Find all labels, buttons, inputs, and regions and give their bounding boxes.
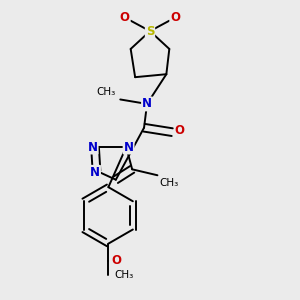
Text: O: O	[120, 11, 130, 24]
Text: N: N	[90, 166, 100, 179]
Text: CH₃: CH₃	[114, 270, 134, 280]
Text: CH₃: CH₃	[97, 87, 116, 97]
Text: N: N	[88, 140, 98, 154]
Text: CH₃: CH₃	[159, 178, 178, 188]
Text: S: S	[146, 25, 154, 38]
Text: N: N	[124, 140, 134, 154]
Text: N: N	[142, 98, 152, 110]
Text: O: O	[170, 11, 180, 24]
Text: O: O	[112, 254, 122, 267]
Text: O: O	[175, 124, 185, 137]
